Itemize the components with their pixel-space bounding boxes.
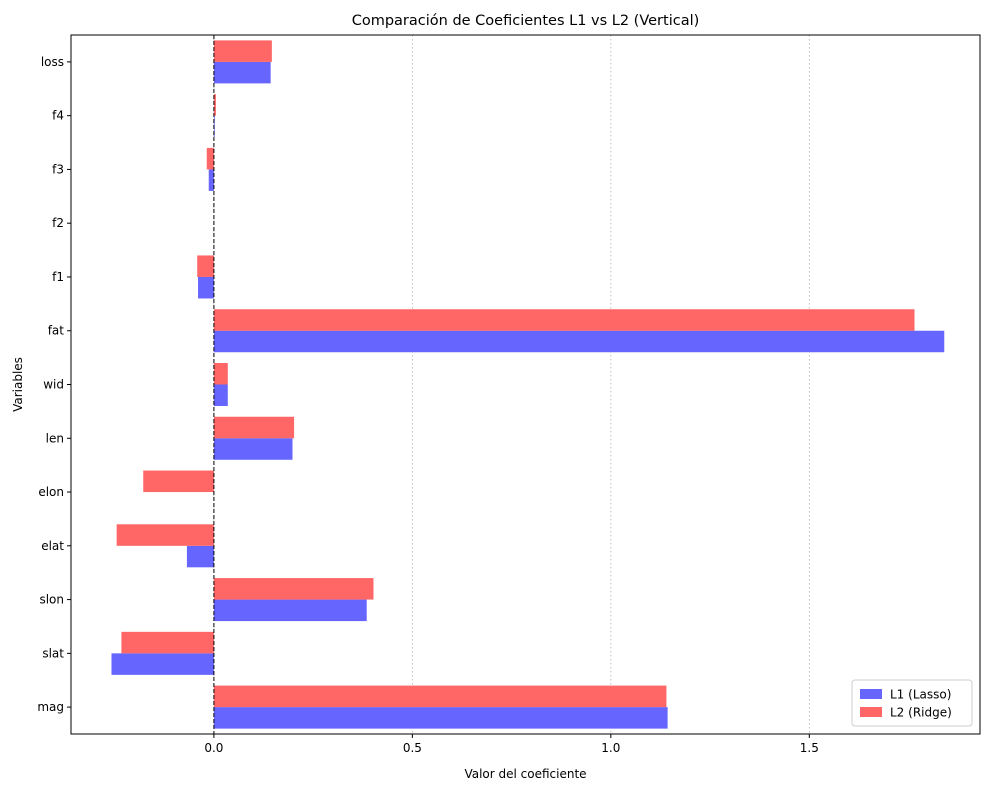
bar-l1-mag — [213, 707, 668, 729]
legend-swatch — [860, 689, 882, 699]
y-tick-label: slat — [42, 646, 64, 660]
y-tick-label: f1 — [52, 270, 64, 284]
chart-title: Comparación de Coeficientes L1 vs L2 (Ve… — [352, 13, 700, 29]
x-tick-label: 1.0 — [601, 741, 620, 755]
bar-l2-elon — [143, 470, 214, 493]
x-tick-label: 1.5 — [800, 741, 819, 755]
bar-l1-len — [213, 438, 293, 460]
y-tick-label: f4 — [52, 109, 64, 123]
x-axis-ticks: 0.0 0.5 1.0 1.5 — [204, 734, 819, 755]
bars-layer — [111, 40, 945, 729]
y-axis-title: Variables — [11, 357, 25, 412]
grid-layer — [213, 35, 810, 734]
bar-l1-f1 — [198, 276, 214, 299]
y-tick-label: elat — [41, 539, 64, 553]
bar-l1-f3 — [208, 169, 214, 191]
y-tick-label: mag — [37, 700, 64, 714]
bar-l1-loss — [213, 61, 271, 84]
y-tick-label: elon — [38, 485, 64, 499]
y-tick-label: fat — [48, 324, 65, 338]
y-tick-label: f3 — [52, 162, 64, 176]
bar-l2-f3 — [206, 147, 214, 170]
legend-label: L1 (Lasso) — [890, 688, 951, 702]
y-axis-ticks: mag slat slon elat elon len wid fat f1 f2 f3 f4 loss — [37, 55, 71, 714]
bar-l2-loss — [213, 40, 272, 62]
bar-l1-slon — [213, 599, 367, 622]
y-tick-label: wid — [43, 378, 64, 392]
bar-l1-wid — [213, 384, 228, 407]
x-axis-title: Valor del coeficiente — [464, 767, 586, 781]
y-tick-label: loss — [41, 55, 64, 69]
bar-l2-f1 — [197, 255, 214, 277]
x-tick-label: 0.5 — [403, 741, 422, 755]
legend: L1 (Lasso) L2 (Ridge) — [851, 679, 973, 727]
plot-frame — [70, 34, 981, 735]
bar-l2-wid — [213, 362, 228, 385]
bar-l1-slat — [111, 653, 214, 675]
x-tick-label: 0.0 — [204, 741, 223, 755]
y-tick-label: slon — [39, 593, 64, 607]
bar-l2-slon — [213, 578, 374, 600]
bar-l1-fat — [213, 330, 945, 353]
bar-l2-len — [213, 416, 295, 439]
bar-l2-f4 — [213, 94, 216, 116]
bar-l2-elat — [116, 524, 214, 546]
bar-l2-fat — [213, 309, 915, 331]
bar-l1-elat — [186, 545, 214, 568]
y-tick-label: len — [46, 431, 64, 445]
y-tick-label: f2 — [52, 216, 64, 230]
legend-swatch — [860, 707, 882, 717]
legend-label: L2 (Ridge) — [890, 706, 952, 720]
bar-l2-mag — [213, 685, 667, 708]
bar-l2-slat — [121, 631, 214, 654]
